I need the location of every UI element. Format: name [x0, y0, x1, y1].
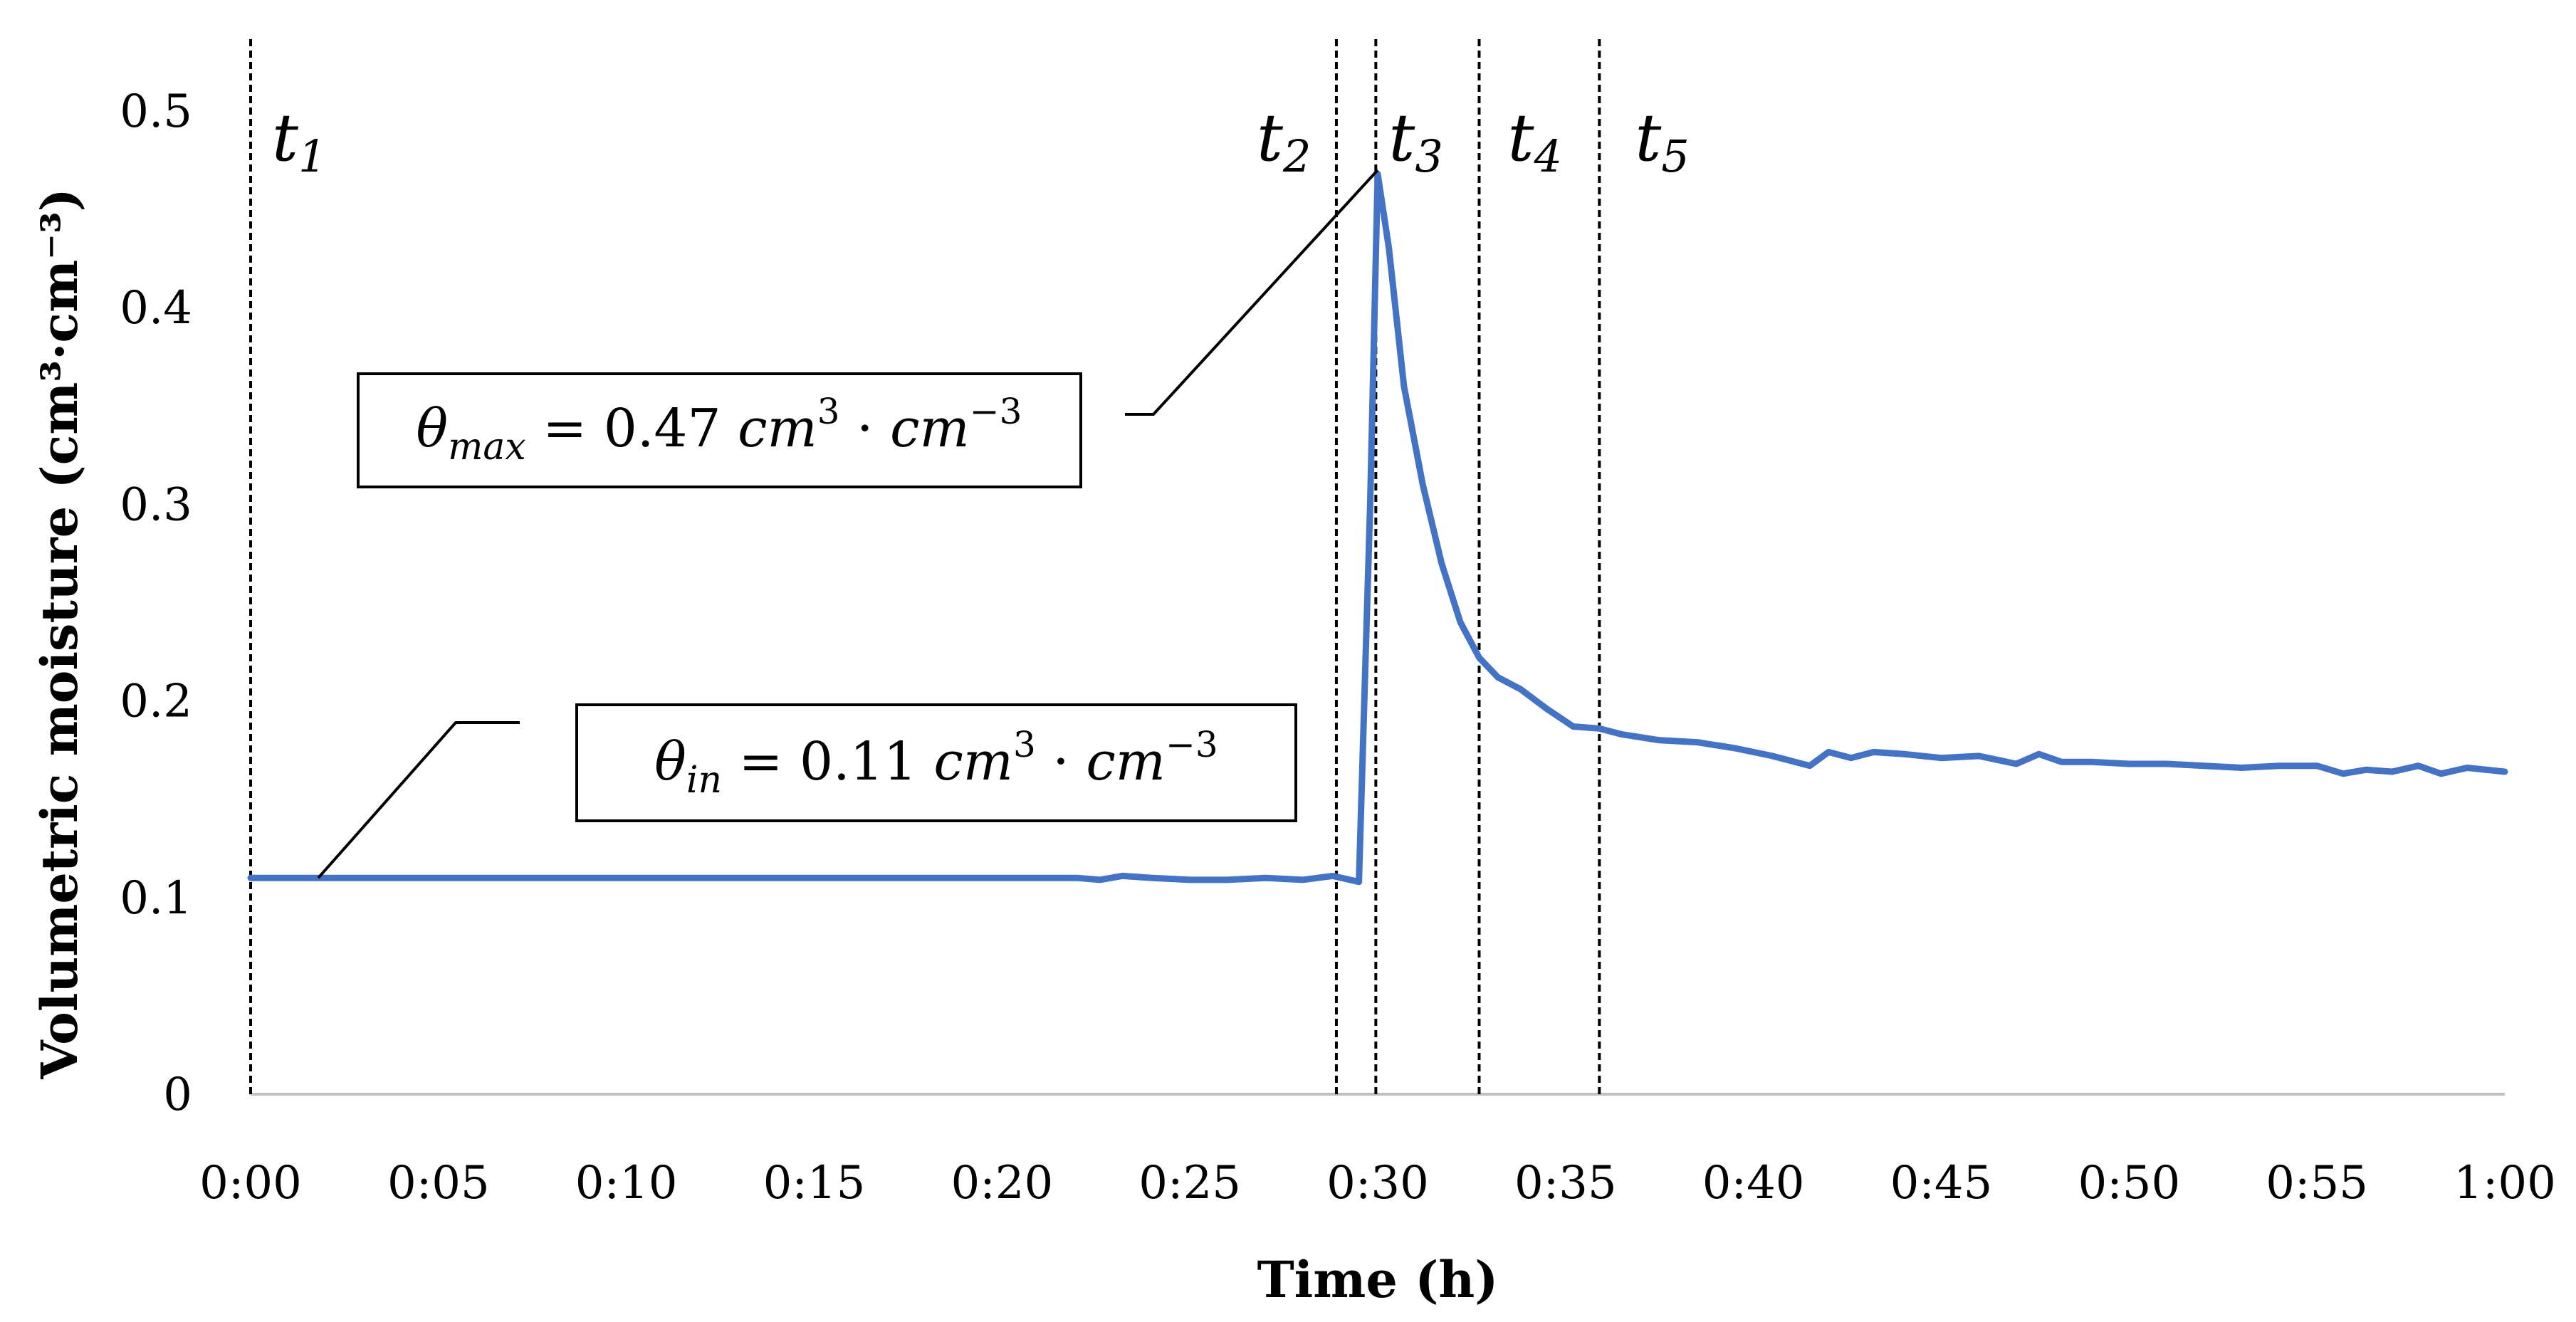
x-tick-label: 0:10 — [575, 1157, 678, 1210]
time-marker-label: t1 — [272, 100, 326, 182]
y-tick-labels: 0 0.1 0.2 0.3 0.4 0.5 — [120, 85, 192, 1121]
y-tick-label: 0.4 — [120, 282, 192, 335]
x-tick-label: 0:40 — [1702, 1157, 1805, 1210]
x-tick-label: 0:35 — [1514, 1157, 1617, 1210]
y-tick-label: 0.5 — [120, 85, 192, 138]
y-tick-label: 0.2 — [120, 676, 192, 728]
x-tick-label: 0:45 — [1890, 1157, 1993, 1210]
series-group — [247, 170, 2508, 886]
series-line — [247, 170, 2508, 886]
x-tick-label: 0:20 — [951, 1157, 1053, 1210]
x-tick-label: 0:55 — [2266, 1157, 2368, 1210]
theta-in-label: θin = 0.11 cm3 · cm−3 — [654, 724, 1218, 802]
time-markers: t1 t2 t3 t4 t5 — [249, 39, 1690, 1094]
time-marker-label: t5 — [1635, 100, 1689, 182]
time-marker-label: t3 — [1388, 100, 1443, 182]
x-tick-label: 0:05 — [387, 1157, 490, 1210]
x-tick-label: 0:50 — [2078, 1157, 2180, 1210]
theta-in-box — [575, 703, 1297, 822]
y-tick-label: 0 — [163, 1069, 192, 1121]
theta-max-label: θmax = 0.47 cm3 · cm−3 — [417, 391, 1022, 468]
annotations: θmax = 0.47 cm3 · cm−3 θin = 0.11 cm3 · … — [317, 169, 1379, 879]
x-axis-title: Time (h) — [1257, 1250, 1499, 1309]
y-tick-label: 0.1 — [120, 872, 192, 925]
x-tick-label: 0:25 — [1138, 1157, 1241, 1210]
time-marker-label: t4 — [1507, 100, 1561, 182]
theta-max-leader-line — [1125, 169, 1379, 416]
x-tick-label: 1:00 — [2454, 1157, 2556, 1210]
theta-max-box — [357, 372, 1082, 488]
axes: 0:00 0:05 0:10 0:15 0:20 0:25 0:30 0:35 0:40 0:45… — [120, 85, 2556, 1210]
y-axis-title: Volumetric moisture (cm³·cm⁻³) — [30, 188, 89, 1080]
x-tick-label: 0:30 — [1326, 1157, 1429, 1210]
x-tick-labels: 0:00 0:05 0:10 0:15 0:20 0:25 0:30 0:35 0:40 0:45… — [199, 1157, 2556, 1210]
time-marker-label: t2 — [1257, 100, 1311, 182]
y-tick-label: 0.3 — [120, 478, 192, 531]
theta-in-leader-line — [317, 721, 520, 879]
x-tick-label: 0:15 — [763, 1157, 866, 1210]
x-tick-label: 0:00 — [199, 1157, 302, 1210]
